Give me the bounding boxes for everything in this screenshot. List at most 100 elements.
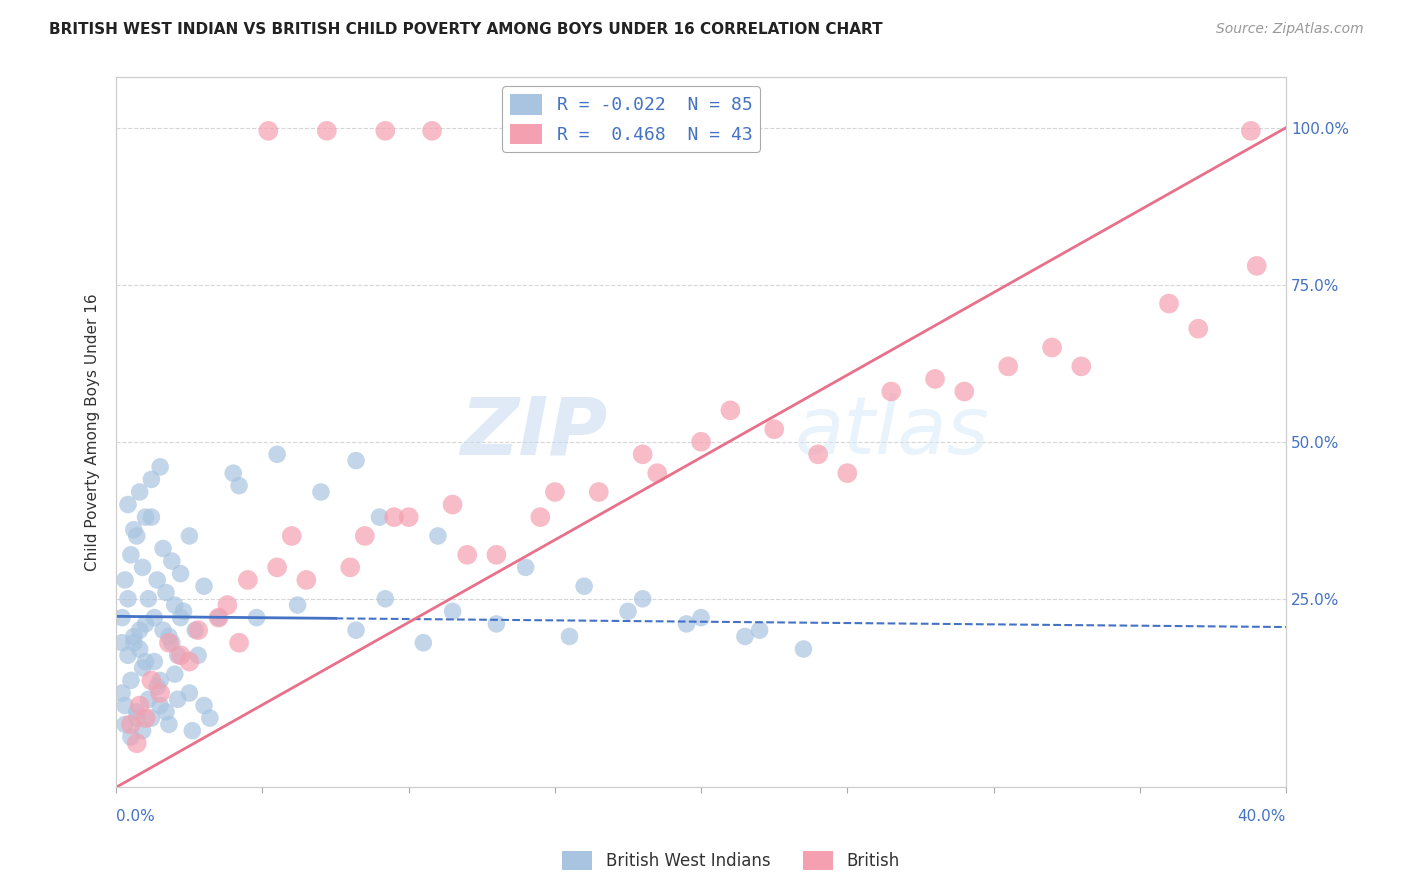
Point	[997, 359, 1019, 374]
Point	[163, 667, 186, 681]
Point	[228, 479, 250, 493]
Point	[880, 384, 903, 399]
Point	[143, 610, 166, 624]
Point	[179, 529, 201, 543]
Point	[125, 705, 148, 719]
Point	[515, 560, 537, 574]
Point	[169, 566, 191, 581]
Point	[134, 510, 156, 524]
Text: Source: ZipAtlas.com: Source: ZipAtlas.com	[1216, 22, 1364, 37]
Point	[763, 422, 786, 436]
Point	[128, 698, 150, 713]
Point	[485, 548, 508, 562]
Point	[748, 623, 770, 637]
Point	[412, 636, 434, 650]
Point	[122, 636, 145, 650]
Point	[441, 604, 464, 618]
Point	[236, 573, 259, 587]
Point	[193, 579, 215, 593]
Point	[222, 466, 245, 480]
Point	[114, 573, 136, 587]
Point	[157, 717, 180, 731]
Point	[690, 434, 713, 449]
Point	[117, 648, 139, 663]
Point	[125, 529, 148, 543]
Point	[173, 604, 195, 618]
Point	[374, 124, 396, 138]
Point	[485, 616, 508, 631]
Y-axis label: Child Poverty Among Boys Under 16: Child Poverty Among Boys Under 16	[86, 293, 100, 571]
Point	[128, 642, 150, 657]
Point	[138, 692, 160, 706]
Point	[198, 711, 221, 725]
Point	[125, 711, 148, 725]
Point	[617, 604, 640, 618]
Point	[114, 717, 136, 731]
Point	[120, 730, 142, 744]
Point	[631, 447, 654, 461]
Point	[166, 648, 188, 663]
Point	[141, 510, 163, 524]
Point	[157, 636, 180, 650]
Point	[645, 466, 668, 480]
Point	[117, 498, 139, 512]
Point	[1070, 359, 1092, 374]
Point	[160, 636, 183, 650]
Point	[120, 548, 142, 562]
Point	[544, 485, 567, 500]
Text: ZIP: ZIP	[460, 393, 607, 471]
Point	[143, 655, 166, 669]
Point	[266, 447, 288, 461]
Point	[217, 598, 239, 612]
Point	[120, 717, 142, 731]
Point	[152, 541, 174, 556]
Point	[1246, 259, 1268, 273]
Point	[718, 403, 741, 417]
Point	[111, 686, 134, 700]
Point	[163, 598, 186, 612]
Point	[131, 560, 153, 574]
Point	[246, 610, 269, 624]
Point	[441, 498, 464, 512]
Point	[398, 510, 420, 524]
Point	[122, 630, 145, 644]
Point	[134, 616, 156, 631]
Point	[266, 560, 288, 574]
Point	[111, 636, 134, 650]
Point	[734, 630, 756, 644]
Point	[179, 686, 201, 700]
Point	[187, 623, 209, 637]
Point	[131, 723, 153, 738]
Point	[169, 610, 191, 624]
Text: 0.0%: 0.0%	[117, 809, 155, 824]
Legend: R = -0.022  N = 85, R =  0.468  N = 43: R = -0.022 N = 85, R = 0.468 N = 43	[502, 87, 759, 152]
Point	[207, 610, 229, 624]
Point	[146, 573, 169, 587]
Point	[572, 579, 595, 593]
Point	[122, 523, 145, 537]
Point	[309, 485, 332, 500]
Point	[1240, 124, 1263, 138]
Point	[149, 673, 172, 688]
Point	[184, 623, 207, 637]
Point	[166, 692, 188, 706]
Point	[344, 623, 367, 637]
Point	[134, 711, 156, 725]
Point	[1187, 321, 1209, 335]
Point	[374, 591, 396, 606]
Point	[179, 655, 201, 669]
Text: 40.0%: 40.0%	[1237, 809, 1286, 824]
Point	[120, 673, 142, 688]
Point	[152, 623, 174, 637]
Point	[131, 661, 153, 675]
Text: atlas: atlas	[794, 393, 990, 471]
Point	[353, 529, 375, 543]
Point	[111, 610, 134, 624]
Point	[146, 680, 169, 694]
Point	[257, 124, 280, 138]
Point	[228, 636, 250, 650]
Point	[382, 510, 405, 524]
Legend: British West Indians, British: British West Indians, British	[555, 844, 907, 877]
Point	[456, 548, 478, 562]
Point	[207, 610, 229, 624]
